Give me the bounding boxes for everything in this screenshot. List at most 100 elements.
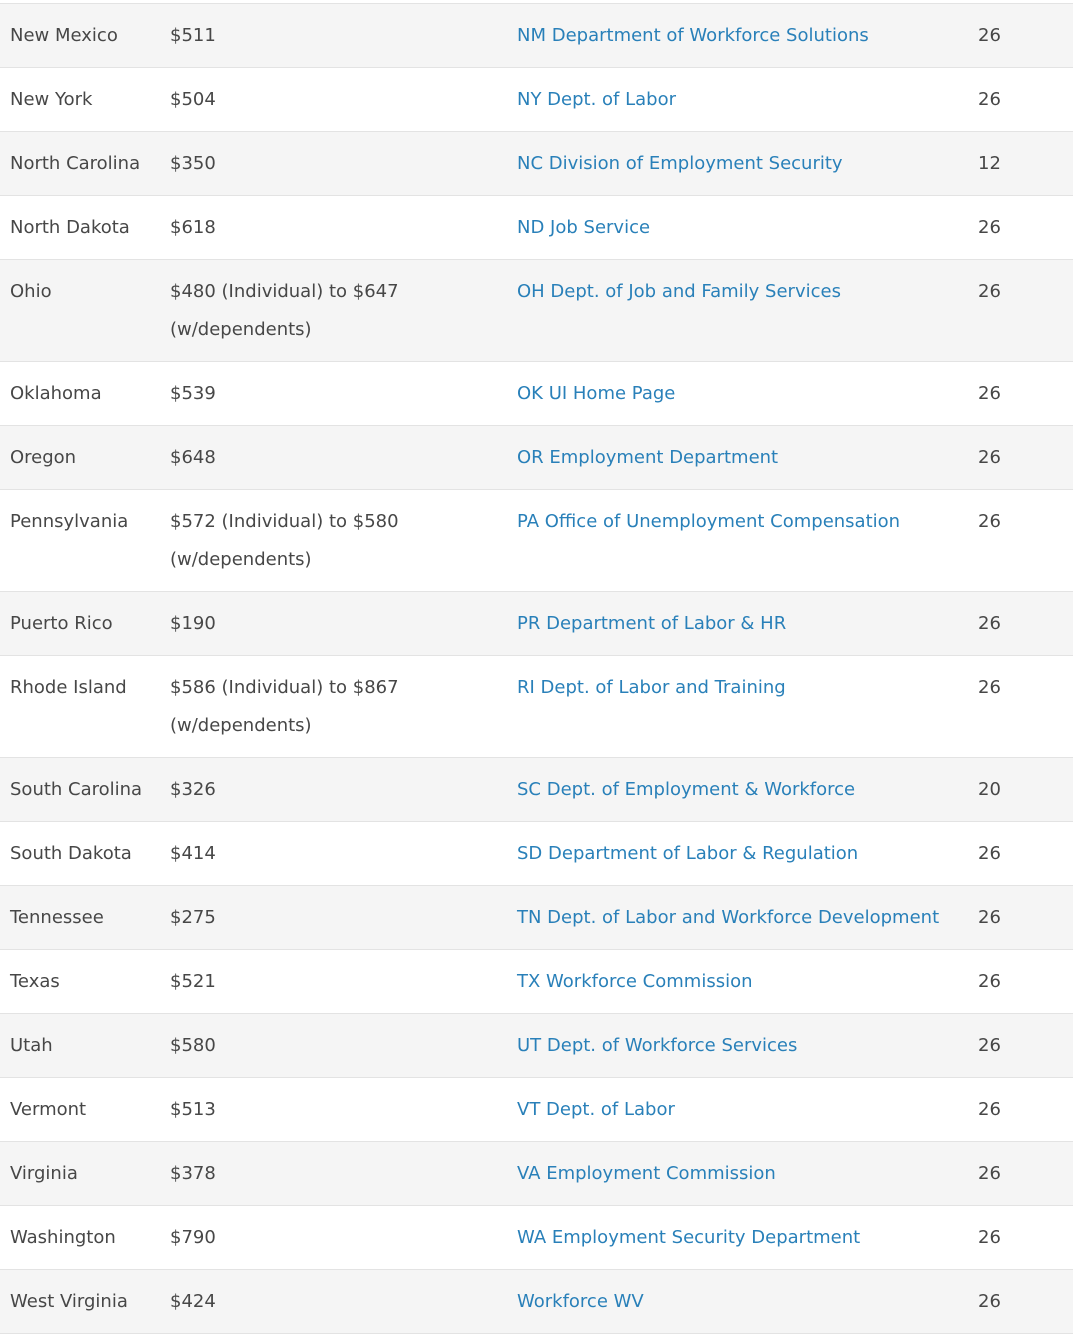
max-weekly-benefit-cell: $539 xyxy=(170,382,216,404)
state-cell: North Carolina xyxy=(10,152,141,174)
state-cell: Puerto Rico xyxy=(10,612,113,634)
state-cell: South Dakota xyxy=(10,842,132,864)
table-row: New Mexico $511 NM Department of Workforce… xyxy=(0,3,1073,68)
state-cell: Oregon xyxy=(10,446,77,468)
agency-link-cell: OH Dept. of Job and Family Services xyxy=(507,260,968,362)
max-weekly-benefit-cell: $378 xyxy=(170,1162,216,1184)
max-weeks-cell: 26 xyxy=(978,88,1001,110)
agency-link[interactable]: NY Dept. of Labor xyxy=(517,88,677,110)
max-weeks-cell: 26 xyxy=(978,1034,1001,1056)
table-row: Oregon $648 OR Employment Department 26 xyxy=(0,425,1073,490)
max-weekly-benefit-cell: $580 xyxy=(170,1034,216,1056)
agency-link[interactable]: VT Dept. of Labor xyxy=(517,1098,675,1120)
agency-link-cell: ND Job Service xyxy=(507,196,968,260)
state-cell: Oklahoma xyxy=(10,382,102,404)
agency-link[interactable]: OR Employment Department xyxy=(517,446,779,468)
max-weeks-cell: 26 xyxy=(978,1098,1001,1120)
agency-link-cell: Workforce WV xyxy=(507,1270,968,1334)
max-weeks-cell: 26 xyxy=(978,1162,1001,1184)
agency-link-cell: NM Department of Workforce Solutions xyxy=(507,4,968,68)
agency-link[interactable]: SD Department of Labor & Regulation xyxy=(517,842,859,864)
max-weeks-cell: 26 xyxy=(978,1226,1001,1248)
state-cell: North Dakota xyxy=(10,216,130,238)
state-cell: South Carolina xyxy=(10,778,143,800)
state-cell: Washington xyxy=(10,1226,116,1248)
max-weekly-benefit-cell: $586 (Individual) to $867 (w/dependents) xyxy=(170,676,399,736)
max-weekly-benefit-cell: $504 xyxy=(170,88,216,110)
max-weekly-benefit-cell: $424 xyxy=(170,1290,216,1312)
agency-link[interactable]: PA Office of Unemployment Compensation xyxy=(517,510,901,532)
table-row: Rhode Island $586 (Individual) to $867 (w… xyxy=(0,655,1073,758)
agency-link[interactable]: OH Dept. of Job and Family Services xyxy=(517,280,841,302)
table-row: Utah $580 UT Dept. of Workforce Services 26 xyxy=(0,1013,1073,1078)
state-cell: Vermont xyxy=(10,1098,87,1120)
table-row: North Dakota $618 ND Job Service 26 xyxy=(0,195,1073,260)
state-cell: New Mexico xyxy=(10,24,118,46)
max-weeks-cell: 20 xyxy=(978,778,1001,800)
agency-link-cell: RI Dept. of Labor and Training xyxy=(507,656,968,758)
state-cell: Texas xyxy=(10,970,60,992)
state-cell: Utah xyxy=(10,1034,53,1056)
agency-link-cell: SD Department of Labor & Regulation xyxy=(507,822,968,886)
max-weekly-benefit-cell: $521 xyxy=(170,970,216,992)
state-cell: Pennsylvania xyxy=(10,510,129,532)
agency-link[interactable]: OK UI Home Page xyxy=(517,382,676,404)
max-weeks-cell: 26 xyxy=(978,676,1001,698)
table-row: Vermont $513 VT Dept. of Labor 26 xyxy=(0,1077,1073,1142)
agency-link[interactable]: NM Department of Workforce Solutions xyxy=(517,24,869,46)
agency-link-cell: TX Workforce Commission xyxy=(507,950,968,1014)
max-weekly-benefit-cell: $790 xyxy=(170,1226,216,1248)
agency-link-cell: WA Employment Security Department xyxy=(507,1206,968,1270)
table-body: New Mexico $511 NM Department of Workforce… xyxy=(0,3,1073,1334)
max-weekly-benefit-cell: $190 xyxy=(170,612,216,634)
state-cell: West Virginia xyxy=(10,1290,128,1312)
max-weeks-cell: 26 xyxy=(978,842,1001,864)
table-row: Puerto Rico $190 PR Department of Labor & … xyxy=(0,591,1073,656)
table-row: South Dakota $414 SD Department of Labor &… xyxy=(0,821,1073,886)
max-weeks-cell: 26 xyxy=(978,446,1001,468)
max-weekly-benefit-cell: $480 (Individual) to $647 (w/dependents) xyxy=(170,280,399,340)
max-weekly-benefit-cell: $414 xyxy=(170,842,216,864)
table-row: Washington $790 WA Employment Security Dep… xyxy=(0,1205,1073,1270)
agency-link[interactable]: RI Dept. of Labor and Training xyxy=(517,676,786,698)
agency-link[interactable]: PR Department of Labor & HR xyxy=(517,612,787,634)
max-weekly-benefit-cell: $513 xyxy=(170,1098,216,1120)
state-cell: Ohio xyxy=(10,280,52,302)
max-weeks-cell: 26 xyxy=(978,1290,1001,1312)
max-weekly-benefit-cell: $648 xyxy=(170,446,216,468)
agency-link[interactable]: NC Division of Employment Security xyxy=(517,152,843,174)
max-weekly-benefit-cell: $350 xyxy=(170,152,216,174)
max-weekly-benefit-cell: $275 xyxy=(170,906,216,928)
max-weekly-benefit-cell: $511 xyxy=(170,24,216,46)
agency-link[interactable]: SC Dept. of Employment & Workforce xyxy=(517,778,856,800)
agency-link-cell: PR Department of Labor & HR xyxy=(507,592,968,656)
max-weeks-cell: 26 xyxy=(978,510,1001,532)
unemployment-benefits-table: New Mexico $511 NM Department of Workforce… xyxy=(0,3,1073,1334)
max-weeks-cell: 26 xyxy=(978,24,1001,46)
agency-link[interactable]: Workforce WV xyxy=(517,1290,644,1312)
max-weeks-cell: 26 xyxy=(978,280,1001,302)
agency-link[interactable]: VA Employment Commission xyxy=(517,1162,776,1184)
agency-link-cell: VT Dept. of Labor xyxy=(507,1078,968,1142)
agency-link[interactable]: TN Dept. of Labor and Workforce Developm… xyxy=(517,906,940,928)
max-weeks-cell: 26 xyxy=(978,970,1001,992)
state-cell: Tennessee xyxy=(10,906,104,928)
table-row: South Carolina $326 SC Dept. of Employment… xyxy=(0,757,1073,822)
agency-link-cell: OR Employment Department xyxy=(507,426,968,490)
max-weeks-cell: 12 xyxy=(978,152,1001,174)
agency-link[interactable]: TX Workforce Commission xyxy=(517,970,753,992)
table-row: Texas $521 TX Workforce Commission 26 xyxy=(0,949,1073,1014)
max-weeks-cell: 26 xyxy=(978,906,1001,928)
agency-link-cell: OK UI Home Page xyxy=(507,362,968,426)
max-weeks-cell: 26 xyxy=(978,382,1001,404)
agency-link-cell: NC Division of Employment Security xyxy=(507,132,968,196)
agency-link[interactable]: UT Dept. of Workforce Services xyxy=(517,1034,798,1056)
table-row: Oklahoma $539 OK UI Home Page 26 xyxy=(0,361,1073,426)
state-cell: New York xyxy=(10,88,93,110)
agency-link-cell: PA Office of Unemployment Compensation xyxy=(507,490,968,592)
max-weeks-cell: 26 xyxy=(978,216,1001,238)
agency-link[interactable]: WA Employment Security Department xyxy=(517,1226,861,1248)
agency-link-cell: SC Dept. of Employment & Workforce xyxy=(507,758,968,822)
agency-link[interactable]: ND Job Service xyxy=(517,216,651,238)
